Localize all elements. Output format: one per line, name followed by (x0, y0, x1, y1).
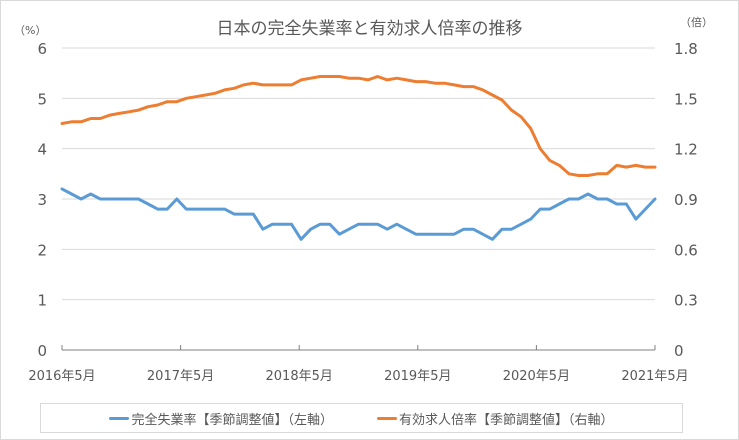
right-tick-label: 0 (674, 342, 684, 360)
left-tick-label: 0 (37, 342, 47, 360)
left-tick-label: 1 (37, 292, 47, 310)
job-openings-line (60, 75, 657, 177)
chart-title: 日本の完全失業率と有効求人倍率の推移 (216, 19, 523, 39)
x-tick-label: 2016年5月 (28, 369, 95, 384)
x-tick-label: 2020年5月 (503, 369, 570, 384)
legend-item-job-openings: 有効求人倍率【季節調整値】（右軸） (377, 409, 614, 428)
left-tick-label: 5 (37, 90, 47, 108)
left-tick-label: 6 (37, 40, 47, 58)
left-tick-label: 4 (37, 141, 47, 159)
x-tick-label: 2017年5月 (147, 369, 214, 384)
x-tick-label: 2018年5月 (266, 369, 333, 384)
left-tick-label: 2 (37, 241, 47, 259)
right-tick-label: 1.5 (674, 90, 698, 108)
legend-label: 有効求人倍率【季節調整値】（右軸） (399, 412, 614, 428)
right-tick-label: 1.8 (674, 40, 698, 58)
right-axis-unit: （倍） (680, 16, 713, 29)
left-axis-unit: （%） (14, 24, 47, 37)
legend-label: 完全失業率【季節調整値】（左軸） (131, 412, 333, 428)
right-tick-label: 0.3 (674, 292, 698, 310)
unemployment-line (60, 187, 657, 241)
x-tick-label: 2019年5月 (384, 369, 451, 384)
right-tick-label: 1.2 (674, 141, 698, 159)
legend-item-unemployment: 完全失業率【季節調整値】（左軸） (109, 409, 333, 428)
right-tick-label: 0.9 (674, 191, 698, 209)
right-tick-label: 0.6 (674, 241, 698, 259)
legend-swatch-orange (377, 416, 397, 420)
x-tick-label: 2021年5月 (621, 369, 688, 384)
legend: 完全失業率【季節調整値】（左軸） 有効求人倍率【季節調整値】（右軸） (40, 403, 683, 433)
legend-swatch-blue (109, 416, 130, 420)
left-tick-label: 3 (37, 191, 47, 209)
